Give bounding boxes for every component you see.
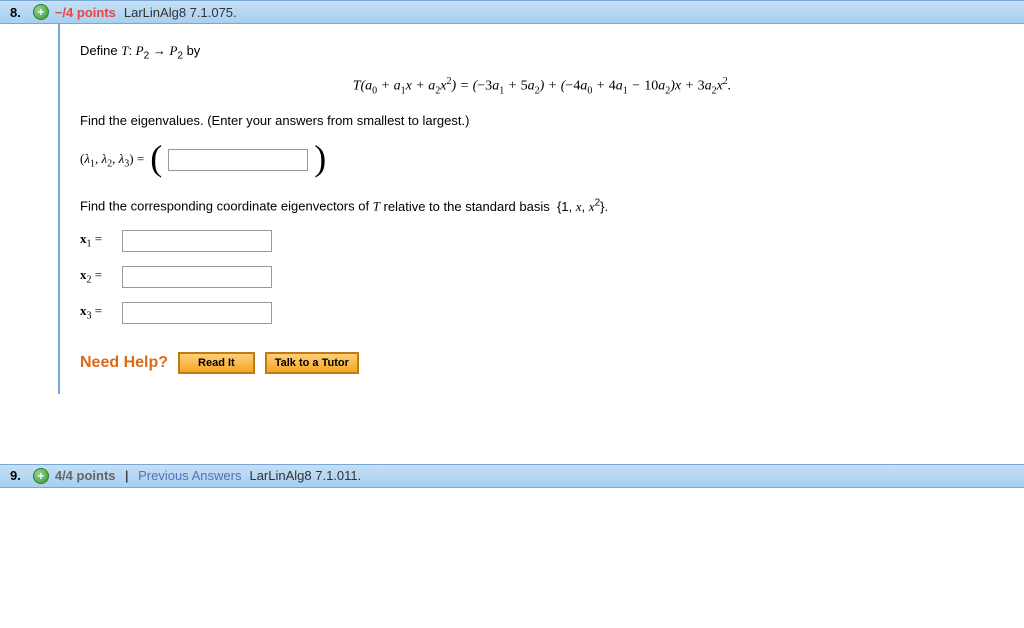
x2-row: x2 = bbox=[80, 266, 1004, 288]
plus-icon[interactable]: + bbox=[33, 468, 49, 484]
eigenvalue-prompt: Find the eigenvalues. (Enter your answer… bbox=[80, 112, 1004, 130]
vectors-prompt-t: T bbox=[373, 199, 380, 214]
x1-input[interactable] bbox=[122, 230, 272, 252]
need-help-label: Need Help? bbox=[80, 354, 168, 372]
plus-icon[interactable]: + bbox=[33, 4, 49, 20]
x2-label: x2 = bbox=[80, 267, 114, 286]
by-word: by bbox=[187, 43, 201, 58]
x2-input[interactable] bbox=[122, 266, 272, 288]
question-8-body: Define T: P2 → P2 by T(a0 + a1x + a2x2) … bbox=[58, 24, 1024, 394]
points-label: −/4 points bbox=[55, 5, 116, 20]
define-word: Define bbox=[80, 43, 118, 58]
x3-label: x3 = bbox=[80, 303, 114, 322]
question-number: 9. bbox=[10, 468, 21, 483]
talk-to-a-tutor-button[interactable]: Talk to a Tutor bbox=[265, 352, 359, 374]
source-label: LarLinAlg8 7.1.075. bbox=[124, 5, 237, 20]
x1-label: x1 = bbox=[80, 231, 114, 250]
eigenvalue-input[interactable] bbox=[168, 149, 308, 171]
read-it-button[interactable]: Read It bbox=[178, 352, 255, 374]
x1-row: x1 = bbox=[80, 230, 1004, 252]
eigenvector-prompt: Find the corresponding coordinate eigenv… bbox=[80, 196, 1004, 216]
vectors-prompt-a: Find the corresponding coordinate eigenv… bbox=[80, 199, 373, 214]
x3-row: x3 = bbox=[80, 302, 1004, 324]
arrow-icon: → bbox=[153, 43, 166, 58]
define-line: Define T: P2 → P2 by bbox=[80, 42, 1004, 64]
vectors-prompt-b: relative to the standard basis {1, x, x2… bbox=[380, 199, 608, 214]
right-paren-icon: ) bbox=[314, 140, 326, 176]
points-label: 4/4 points bbox=[55, 468, 116, 483]
eigenvalue-input-row: (λ1, λ2, λ3) = ( ) bbox=[80, 142, 1004, 178]
previous-answers-link[interactable]: Previous Answers bbox=[138, 468, 241, 483]
need-help-row: Need Help? Read It Talk to a Tutor bbox=[80, 352, 1004, 374]
left-paren-icon: ( bbox=[150, 140, 162, 176]
question-number: 8. bbox=[10, 5, 21, 20]
transformation-equation: T(a0 + a1x + a2x2) = (−3a1 + 5a2) + (−4a… bbox=[80, 76, 1004, 96]
separator: | bbox=[122, 468, 133, 483]
question-8-header: 8. + −/4 points LarLinAlg8 7.1.075. bbox=[0, 0, 1024, 24]
lambda-label: (λ1, λ2, λ3) = bbox=[80, 151, 144, 170]
source-label: LarLinAlg8 7.1.011. bbox=[249, 468, 361, 483]
question-9-header: 9. + 4/4 points | Previous Answers LarLi… bbox=[0, 464, 1024, 488]
x3-input[interactable] bbox=[122, 302, 272, 324]
